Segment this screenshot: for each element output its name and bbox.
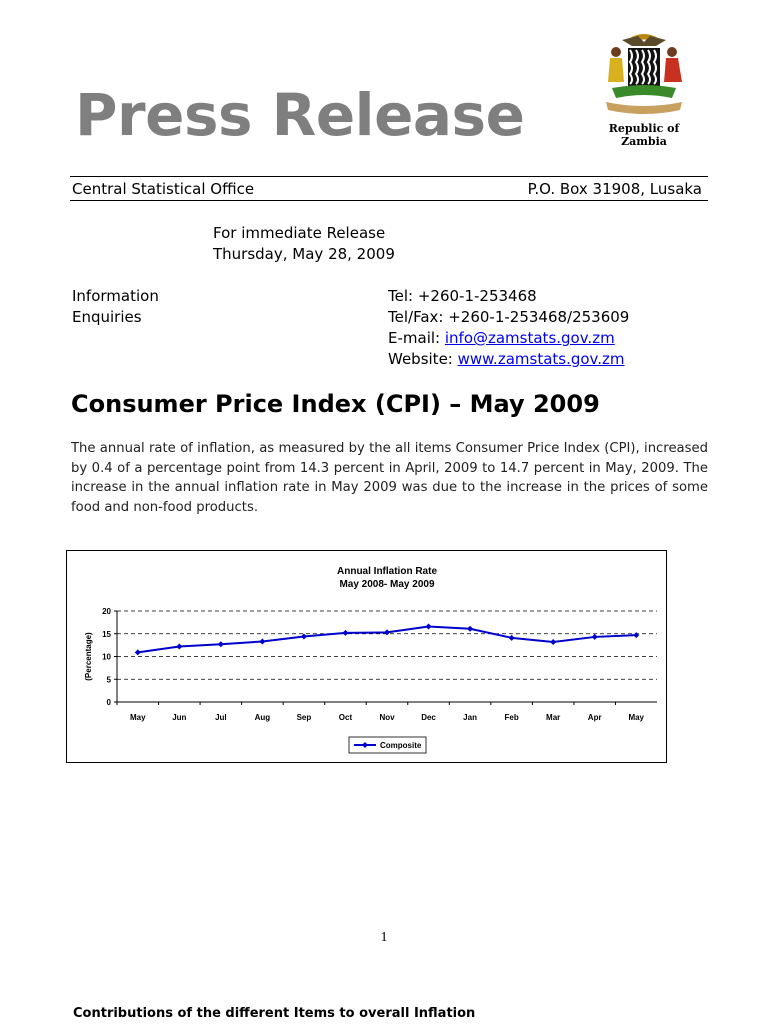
x-tick-label: Aug [255, 713, 271, 722]
contact-website-row: Website: www.zamstats.gov.zm [388, 349, 625, 370]
contact-email-label: E-mail: [388, 329, 445, 347]
data-point [300, 633, 307, 640]
y-tick-label: 15 [102, 630, 111, 639]
inflation-chart: Annual Inflation Rate May 2008- May 2009 0… [84, 566, 657, 754]
page-number: 1 [380, 930, 388, 945]
coat-of-arms-caption: Republic of Zambia [608, 122, 680, 148]
contact-website-link[interactable]: www.zamstats.gov.zm [457, 350, 625, 368]
inflation-chart-frame: Annual Inflation Rate May 2008- May 2009 0… [66, 550, 667, 763]
x-tick-label: Sep [297, 713, 312, 722]
office-name: Central Statistical Office [72, 180, 255, 198]
data-point [467, 625, 474, 632]
x-tick-label: Jan [463, 713, 477, 722]
contact-tel: Tel: +260-1-253468 [388, 287, 537, 305]
legend-box [348, 736, 427, 754]
data-point [342, 629, 349, 636]
y-tick-label: 20 [102, 607, 111, 616]
data-point [633, 632, 640, 639]
x-tick-label: Oct [339, 713, 353, 722]
data-point [550, 638, 557, 645]
header-rule-bottom [70, 200, 708, 201]
x-tick-label: Jun [172, 713, 186, 722]
coat-of-arms-emblem [606, 34, 682, 114]
contact-website-label: Website: [388, 350, 458, 368]
y-axis-label: (Percentage) [84, 632, 93, 681]
data-point [259, 638, 266, 645]
data-point [384, 629, 390, 636]
data-point [425, 623, 432, 630]
header-rule-top [70, 176, 708, 177]
y-tick-label: 5 [107, 675, 112, 684]
contact-label-information: Information [72, 287, 159, 305]
contact-label-enquiries: Enquiries [72, 308, 142, 326]
data-point [134, 649, 141, 656]
intro-paragraph: The annual rate of inflation, as measure… [71, 441, 708, 515]
x-tick-label: Nov [379, 713, 395, 722]
x-tick-label: May [130, 713, 146, 722]
legend-marker-swatch [362, 742, 368, 748]
next-section-heading: Contributions of the different Items to … [73, 1006, 476, 1021]
office-address: P.O. Box 31908, Lusaka [527, 180, 702, 198]
data-point [176, 643, 183, 650]
release-notice: For immediate Release [213, 224, 386, 242]
data-point [508, 634, 515, 641]
y-tick-label: 10 [102, 653, 111, 662]
legend-label: Composite [380, 741, 422, 750]
contact-telfax: Tel/Fax: +260-1-253468/253609 [388, 308, 630, 326]
x-tick-label: Mar [546, 713, 560, 722]
section-heading: Consumer Price Index (CPI) – May 2009 [71, 390, 600, 418]
chart-title: Annual Inflation Rate [337, 566, 437, 577]
chart-subtitle: May 2008- May 2009 [339, 579, 435, 590]
x-tick-label: Jul [215, 713, 227, 722]
contact-email-row: E-mail: info@zamstats.gov.zm [388, 328, 615, 349]
x-tick-label: Apr [588, 713, 602, 722]
x-tick-label: Dec [421, 713, 436, 722]
contact-email-link[interactable]: info@zamstats.gov.zm [444, 329, 615, 347]
x-tick-label: May [628, 713, 644, 722]
y-tick-label: 0 [107, 698, 112, 707]
page-title: Press Release [75, 81, 525, 149]
release-date: Thursday, May 28, 2009 [213, 245, 395, 263]
data-point [217, 641, 224, 648]
x-tick-label: Feb [504, 713, 518, 722]
data-point [591, 633, 598, 640]
